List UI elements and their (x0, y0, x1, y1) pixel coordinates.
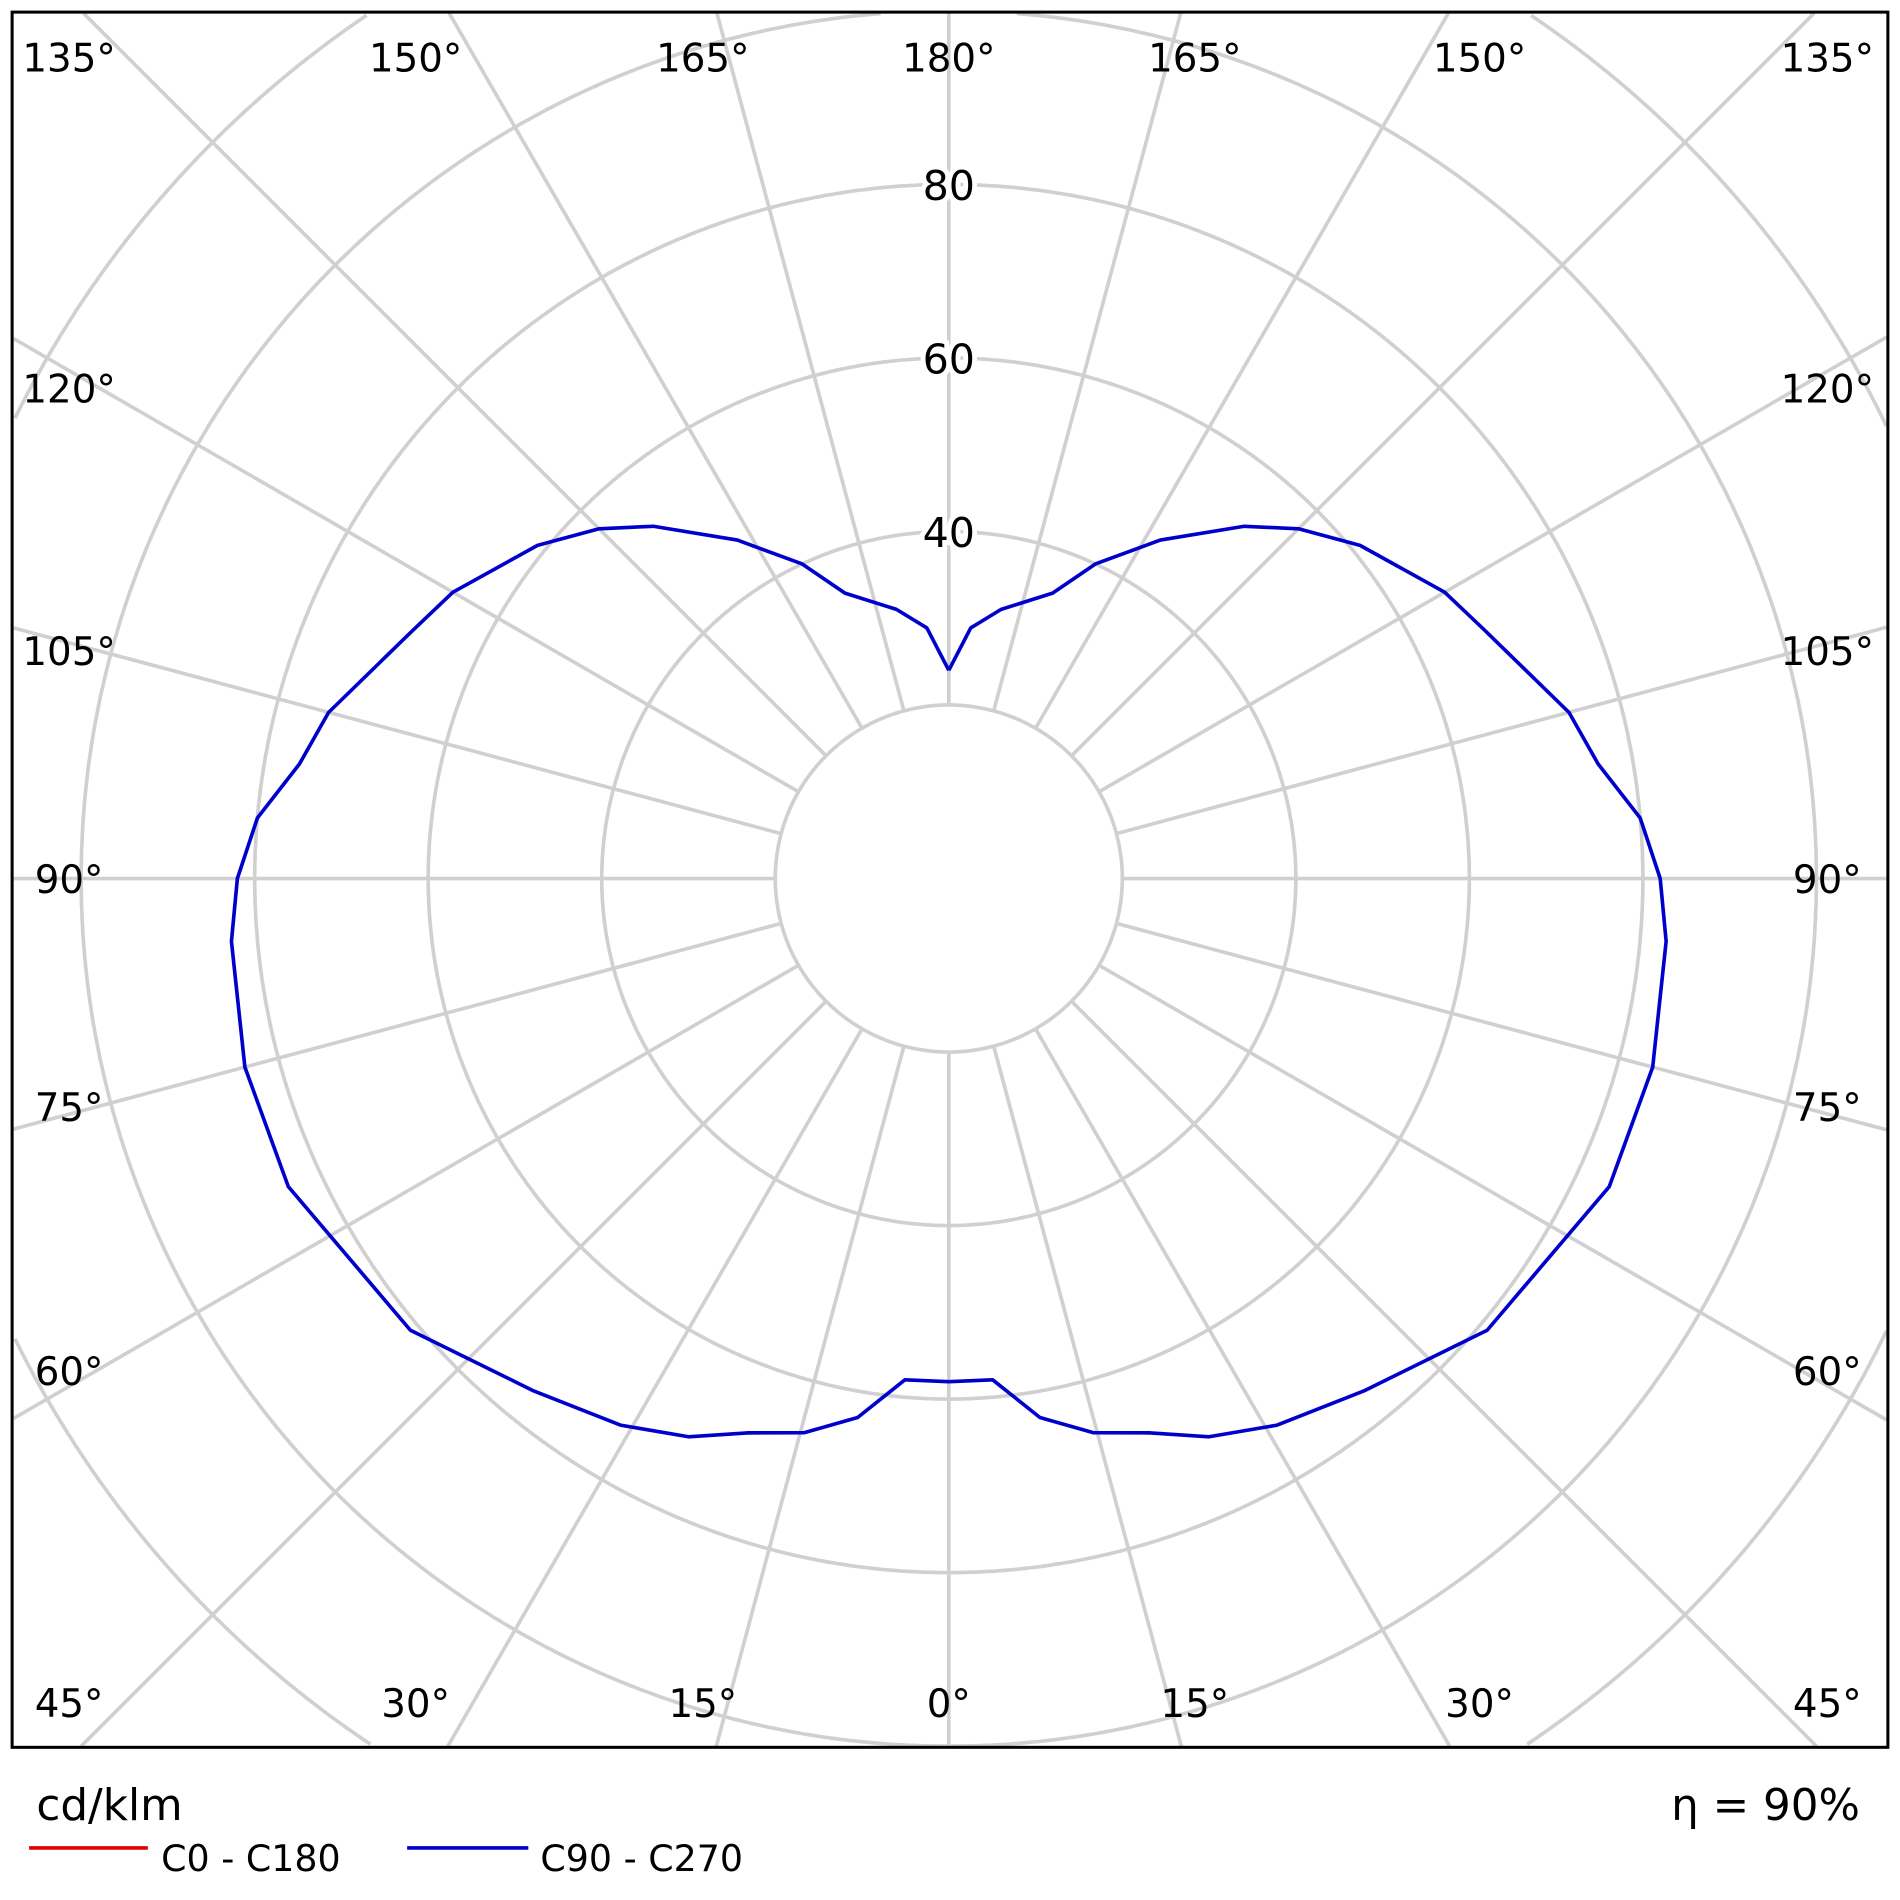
angle-label: 75° (35, 1086, 104, 1131)
grid-spoke (1098, 963, 1888, 1422)
polar-grid (12, 11, 1889, 1748)
angle-labels: 135° 150° 165° 180° 165° 150° 135° 45° 30° 15° 0° 1… (22, 36, 1874, 1727)
grid-spoke (1098, 335, 1888, 794)
grid-spoke (1115, 921, 1888, 1132)
grid-spoke (991, 1045, 1184, 1747)
grid-spoke (1115, 625, 1888, 836)
angle-label: 120° (1781, 367, 1874, 412)
angle-label: 180° (902, 36, 995, 81)
angle-label: 45° (1793, 1682, 1862, 1727)
angle-label: 60° (35, 1350, 104, 1395)
grid-spoke (446, 1027, 864, 1748)
angle-label: 105° (1781, 630, 1874, 675)
grid-spoke (12, 963, 800, 1421)
angle-label: 60° (1793, 1350, 1862, 1395)
series-curve-c90-c270 (229, 524, 1668, 1439)
radial-tick-label: 80 (923, 162, 975, 210)
radial-tick-labels: 80 60 40 (918, 157, 980, 562)
grid-ring-100 (79, 11, 1819, 1748)
angle-label: 15° (1160, 1682, 1229, 1727)
angle-label: 165° (1148, 36, 1241, 81)
grid-spoke (12, 626, 782, 836)
grid-spoke (447, 12, 864, 730)
radial-tick-label: 60 (923, 336, 975, 384)
unit-label: cd/klm (36, 1781, 182, 1831)
angle-label: 150° (369, 36, 462, 81)
angle-label: 90° (1793, 858, 1862, 903)
angle-label: 135° (22, 36, 115, 81)
angle-label: 30° (381, 1682, 450, 1727)
legend-label-c90-c270: C90 - C270 (540, 1837, 743, 1880)
angle-label: 150° (1433, 36, 1526, 81)
angle-label: 15° (668, 1682, 737, 1727)
grid-spoke (79, 999, 828, 1748)
grid-spoke (991, 12, 1183, 712)
angle-label: 135° (1781, 36, 1874, 81)
grid-spoke (1033, 1027, 1452, 1748)
efficiency-label: η = 90% (1671, 1781, 1860, 1831)
angle-label: 165° (656, 36, 749, 81)
angle-label: 75° (1793, 1086, 1862, 1131)
curves (229, 524, 1668, 1439)
angle-label: 30° (1445, 1682, 1514, 1727)
legend: C0 - C180 C90 - C270 (29, 1837, 743, 1880)
grid-spoke (715, 12, 906, 712)
grid-spoke (12, 336, 800, 794)
grid-spoke (12, 921, 782, 1131)
plot-frame (10, 10, 1890, 1749)
grid-ring-20 (773, 703, 1125, 1054)
grid-spoke (1070, 12, 1816, 758)
legend-label-c0-c180: C0 - C180 (161, 1837, 340, 1880)
angle-label: 105° (22, 630, 115, 675)
angle-label: 45° (35, 1682, 104, 1727)
angle-label: 90° (35, 858, 104, 903)
grid-spoke (1070, 999, 1818, 1748)
grid-spoke (82, 12, 828, 758)
angle-label: 0° (927, 1682, 971, 1727)
angle-label: 120° (22, 367, 115, 412)
grid-ring-120 (13, 13, 1889, 1746)
grid-spoke (714, 1045, 906, 1747)
radial-tick-label: 40 (923, 509, 975, 557)
grid-spoke (1033, 12, 1450, 730)
